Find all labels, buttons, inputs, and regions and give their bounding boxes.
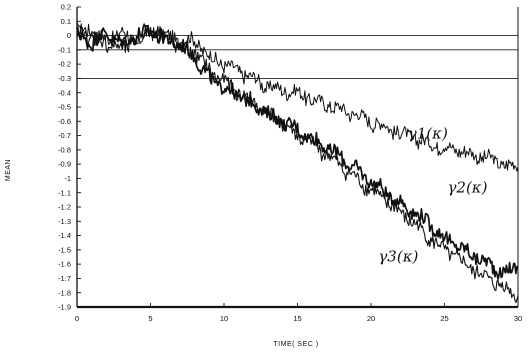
y-tick-label: -1.8: [58, 288, 71, 297]
y-tick-label: -0.9: [58, 160, 71, 169]
y-tick-label: -0.7: [58, 131, 71, 140]
series-line-3: [76, 21, 519, 304]
y-tick-label: -1.3: [58, 217, 71, 226]
y-axis-ticks: 0.2 0.1 0 -0.1 -0.2 -0.3 -0.4 -0.5 -0.6 -0.7 -0.8 -…: [58, 3, 81, 312]
x-tick-label: 30: [514, 314, 522, 323]
y-tick-label: -1.2: [58, 203, 71, 212]
y-tick-label: -1.1: [58, 188, 71, 197]
series-layer: [76, 21, 519, 304]
y-tick-label: 0.2: [61, 3, 71, 12]
plot-frame: [76, 7, 519, 309]
y-tick-label: -0.8: [58, 145, 71, 154]
series-label-1: γ1(κ): [408, 124, 448, 142]
x-axis-label: TIME( SEC ): [273, 341, 318, 348]
series-line-2: [76, 23, 519, 280]
y-tick-label: -1.9: [58, 303, 71, 312]
x-tick-label: 10: [220, 314, 228, 323]
series-label-3: γ3(κ): [378, 247, 418, 265]
y-tick-label: -0.2: [58, 60, 71, 69]
y-tick-label: -0.6: [58, 117, 71, 126]
series-line-1: [76, 23, 519, 172]
y-tick-label: 0.1: [61, 17, 71, 26]
reference-lines: [77, 35, 518, 79]
y-tick-label: -0.3: [58, 74, 71, 83]
x-tick-label: 25: [440, 314, 448, 323]
x-tick-label: 5: [148, 314, 152, 323]
y-tick-label: -0.5: [58, 103, 71, 112]
y-tick-label: -1.5: [58, 245, 71, 254]
series-label-2: γ2(κ): [447, 179, 487, 197]
y-tick-label: -0.4: [58, 88, 71, 97]
y-tick-label: -0.1: [58, 45, 71, 54]
x-axis-ticks: 0 5 10 15 20 25 30: [75, 303, 522, 323]
series-labels: γ1(κ) γ2(κ) γ3(κ): [378, 124, 487, 265]
x-tick-label: 15: [293, 314, 301, 323]
y-tick-label: 0: [67, 31, 71, 40]
y-tick-label: -1: [64, 174, 71, 183]
y-tick-label: -1.4: [58, 231, 71, 240]
y-axis-label: MEAN: [5, 159, 12, 181]
x-tick-label: 20: [367, 314, 375, 323]
y-tick-label: -1.7: [58, 274, 71, 283]
y-tick-label: -1.6: [58, 260, 71, 269]
x-tick-label: 0: [75, 314, 79, 323]
